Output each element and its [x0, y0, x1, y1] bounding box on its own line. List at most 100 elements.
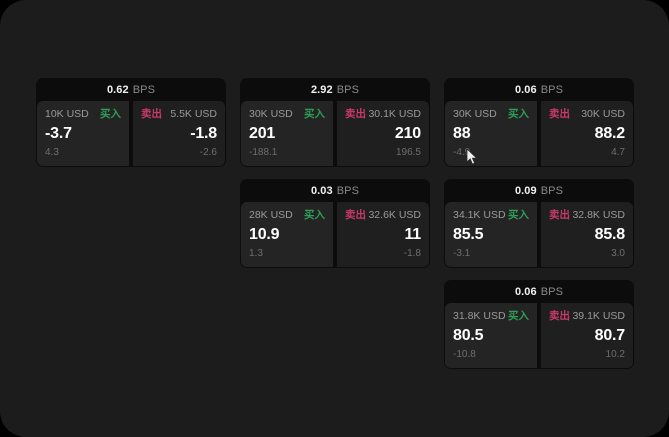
sell-size-label: 32.8K USD [572, 209, 625, 221]
buy-action-label[interactable]: 买入 [100, 108, 121, 120]
buy-action-label[interactable]: 买入 [508, 108, 529, 120]
sell-delta: -2.6 [199, 147, 217, 158]
buy-side-panel[interactable]: 34.1K USD 买入 85.5 -3.1 [445, 202, 537, 267]
column-2: 2.92 BPS 30K USD 买入 201 -188.1 卖出 30.1K USD 210 1… [240, 78, 430, 280]
buy-action-label[interactable]: 买入 [304, 108, 325, 120]
sell-action-label[interactable]: 卖出 [549, 209, 570, 221]
buy-size-label: 30K USD [249, 108, 293, 120]
sell-action-label[interactable]: 卖出 [549, 108, 570, 120]
quote-card[interactable]: 0.03 BPS 28K USD 买入 10.9 1.3 卖出 32.6K USD 11 -1.8 [240, 179, 430, 268]
buy-side-header: 30K USD 买入 [453, 108, 529, 120]
sell-side-panel[interactable]: 卖出 39.1K USD 80.7 10.2 [541, 303, 633, 368]
sell-action-label[interactable]: 卖出 [345, 209, 366, 221]
sell-price: -1.8 [190, 124, 217, 142]
quote-card[interactable]: 2.92 BPS 30K USD 买入 201 -188.1 卖出 30.1K USD 210 1… [240, 78, 430, 167]
bps-value: 0.62 [106, 83, 129, 96]
bps-unit-label: BPS [540, 184, 564, 197]
card-body: 30K USD 买入 88 -4.9 卖出 30K USD 88.2 4.7 [444, 101, 634, 167]
quote-board: 0.62 BPS 10K USD 买入 -3.7 4.3 卖出 5.5K USD -1.8 -2.… [36, 78, 634, 390]
buy-price: 88 [453, 124, 471, 142]
buy-side-header: 30K USD 买入 [249, 108, 325, 120]
sell-size-label: 30.1K USD [368, 108, 421, 120]
sell-size-label: 39.1K USD [572, 310, 625, 322]
buy-side-panel[interactable]: 30K USD 买入 201 -188.1 [241, 101, 333, 166]
sell-action-label[interactable]: 卖出 [141, 108, 162, 120]
quote-card[interactable]: 0.62 BPS 10K USD 买入 -3.7 4.3 卖出 5.5K USD -1.8 -2.… [36, 78, 226, 167]
sell-side-panel[interactable]: 卖出 5.5K USD -1.8 -2.6 [133, 101, 225, 166]
buy-side-panel[interactable]: 28K USD 买入 10.9 1.3 [241, 202, 333, 267]
bps-value: 2.92 [310, 83, 333, 96]
card-body: 34.1K USD 买入 85.5 -3.1 卖出 32.8K USD 85.8 3.0 [444, 202, 634, 268]
column-3: 0.06 BPS 30K USD 买入 88 -4.9 卖出 30K USD 88.2 4.7 0.… [444, 78, 634, 381]
card-body: 31.8K USD 买入 80.5 -10.8 卖出 39.1K USD 80.7 10.2 [444, 303, 634, 369]
sell-delta: 4.7 [611, 147, 625, 158]
buy-price: 80.5 [453, 326, 484, 344]
card-header: 0.03 BPS [240, 179, 430, 202]
bps-value: 0.03 [310, 184, 333, 197]
sell-delta: -1.8 [403, 248, 421, 259]
sell-side-header: 卖出 39.1K USD [549, 310, 625, 322]
sell-side-header: 卖出 30K USD [549, 108, 625, 120]
quote-card[interactable]: 0.09 BPS 34.1K USD 买入 85.5 -3.1 卖出 32.8K USD 85.… [444, 179, 634, 268]
buy-price: -3.7 [45, 124, 72, 142]
sell-side-header: 卖出 30.1K USD [345, 108, 421, 120]
buy-price: 201 [249, 124, 276, 142]
card-header: 0.06 BPS [444, 280, 634, 303]
card-body: 10K USD 买入 -3.7 4.3 卖出 5.5K USD -1.8 -2.6 [36, 101, 226, 167]
sell-size-label: 5.5K USD [170, 108, 217, 120]
buy-side-panel[interactable]: 30K USD 买入 88 -4.9 [445, 101, 537, 166]
buy-side-header: 10K USD 买入 [45, 108, 121, 120]
quote-card[interactable]: 0.06 BPS 30K USD 买入 88 -4.9 卖出 30K USD 88.2 4.7 [444, 78, 634, 167]
card-header: 0.62 BPS [36, 78, 226, 101]
bps-unit-label: BPS [540, 83, 564, 96]
card-body: 30K USD 买入 201 -188.1 卖出 30.1K USD 210 196.5 [240, 101, 430, 167]
buy-price: 10.9 [249, 225, 280, 243]
sell-size-label: 30K USD [581, 108, 625, 120]
buy-size-label: 34.1K USD [453, 209, 506, 221]
buy-delta: -188.1 [249, 147, 278, 158]
buy-side-header: 34.1K USD 买入 [453, 209, 529, 221]
buy-action-label[interactable]: 买入 [508, 310, 529, 322]
sell-size-label: 32.6K USD [368, 209, 421, 221]
sell-delta: 196.5 [395, 147, 421, 158]
bps-unit-label: BPS [336, 184, 360, 197]
sell-action-label[interactable]: 卖出 [549, 310, 570, 322]
sell-price: 80.7 [594, 326, 626, 344]
card-header: 0.09 BPS [444, 179, 634, 202]
bps-unit-label: BPS [540, 285, 564, 298]
bps-value: 0.06 [514, 83, 537, 96]
buy-side-panel[interactable]: 31.8K USD 买入 80.5 -10.8 [445, 303, 537, 368]
sell-price: 11 [404, 225, 421, 243]
bps-value: 0.09 [514, 184, 537, 197]
buy-delta: 4.3 [45, 147, 59, 158]
buy-size-label: 31.8K USD [453, 310, 506, 322]
buy-size-label: 10K USD [45, 108, 89, 120]
sell-side-panel[interactable]: 卖出 30K USD 88.2 4.7 [541, 101, 633, 166]
sell-side-panel[interactable]: 卖出 32.8K USD 85.8 3.0 [541, 202, 633, 267]
sell-price: 88.2 [594, 124, 626, 142]
sell-price: 85.8 [594, 225, 626, 243]
card-header: 2.92 BPS [240, 78, 430, 101]
sell-action-label[interactable]: 卖出 [345, 108, 366, 120]
quote-card[interactable]: 0.06 BPS 31.8K USD 买入 80.5 -10.8 卖出 39.1K USD 80… [444, 280, 634, 369]
sell-delta: 3.0 [611, 248, 625, 259]
bps-value: 0.06 [514, 285, 537, 298]
sell-price: 210 [394, 124, 421, 142]
buy-delta: -10.8 [453, 349, 476, 360]
sell-side-panel[interactable]: 卖出 32.6K USD 11 -1.8 [337, 202, 429, 267]
buy-side-panel[interactable]: 10K USD 买入 -3.7 4.3 [37, 101, 129, 166]
sell-side-header: 卖出 32.8K USD [549, 209, 625, 221]
buy-side-header: 31.8K USD 买入 [453, 310, 529, 322]
buy-delta: -4.9 [453, 147, 471, 158]
sell-delta: 10.2 [605, 349, 625, 360]
buy-size-label: 30K USD [453, 108, 497, 120]
buy-action-label[interactable]: 买入 [508, 209, 529, 221]
buy-size-label: 28K USD [249, 209, 293, 221]
card-body: 28K USD 买入 10.9 1.3 卖出 32.6K USD 11 -1.8 [240, 202, 430, 268]
sell-side-panel[interactable]: 卖出 30.1K USD 210 196.5 [337, 101, 429, 166]
sell-side-header: 卖出 5.5K USD [141, 108, 217, 120]
bps-unit-label: BPS [336, 83, 360, 96]
buy-delta: 1.3 [249, 248, 263, 259]
buy-action-label[interactable]: 买入 [304, 209, 325, 221]
